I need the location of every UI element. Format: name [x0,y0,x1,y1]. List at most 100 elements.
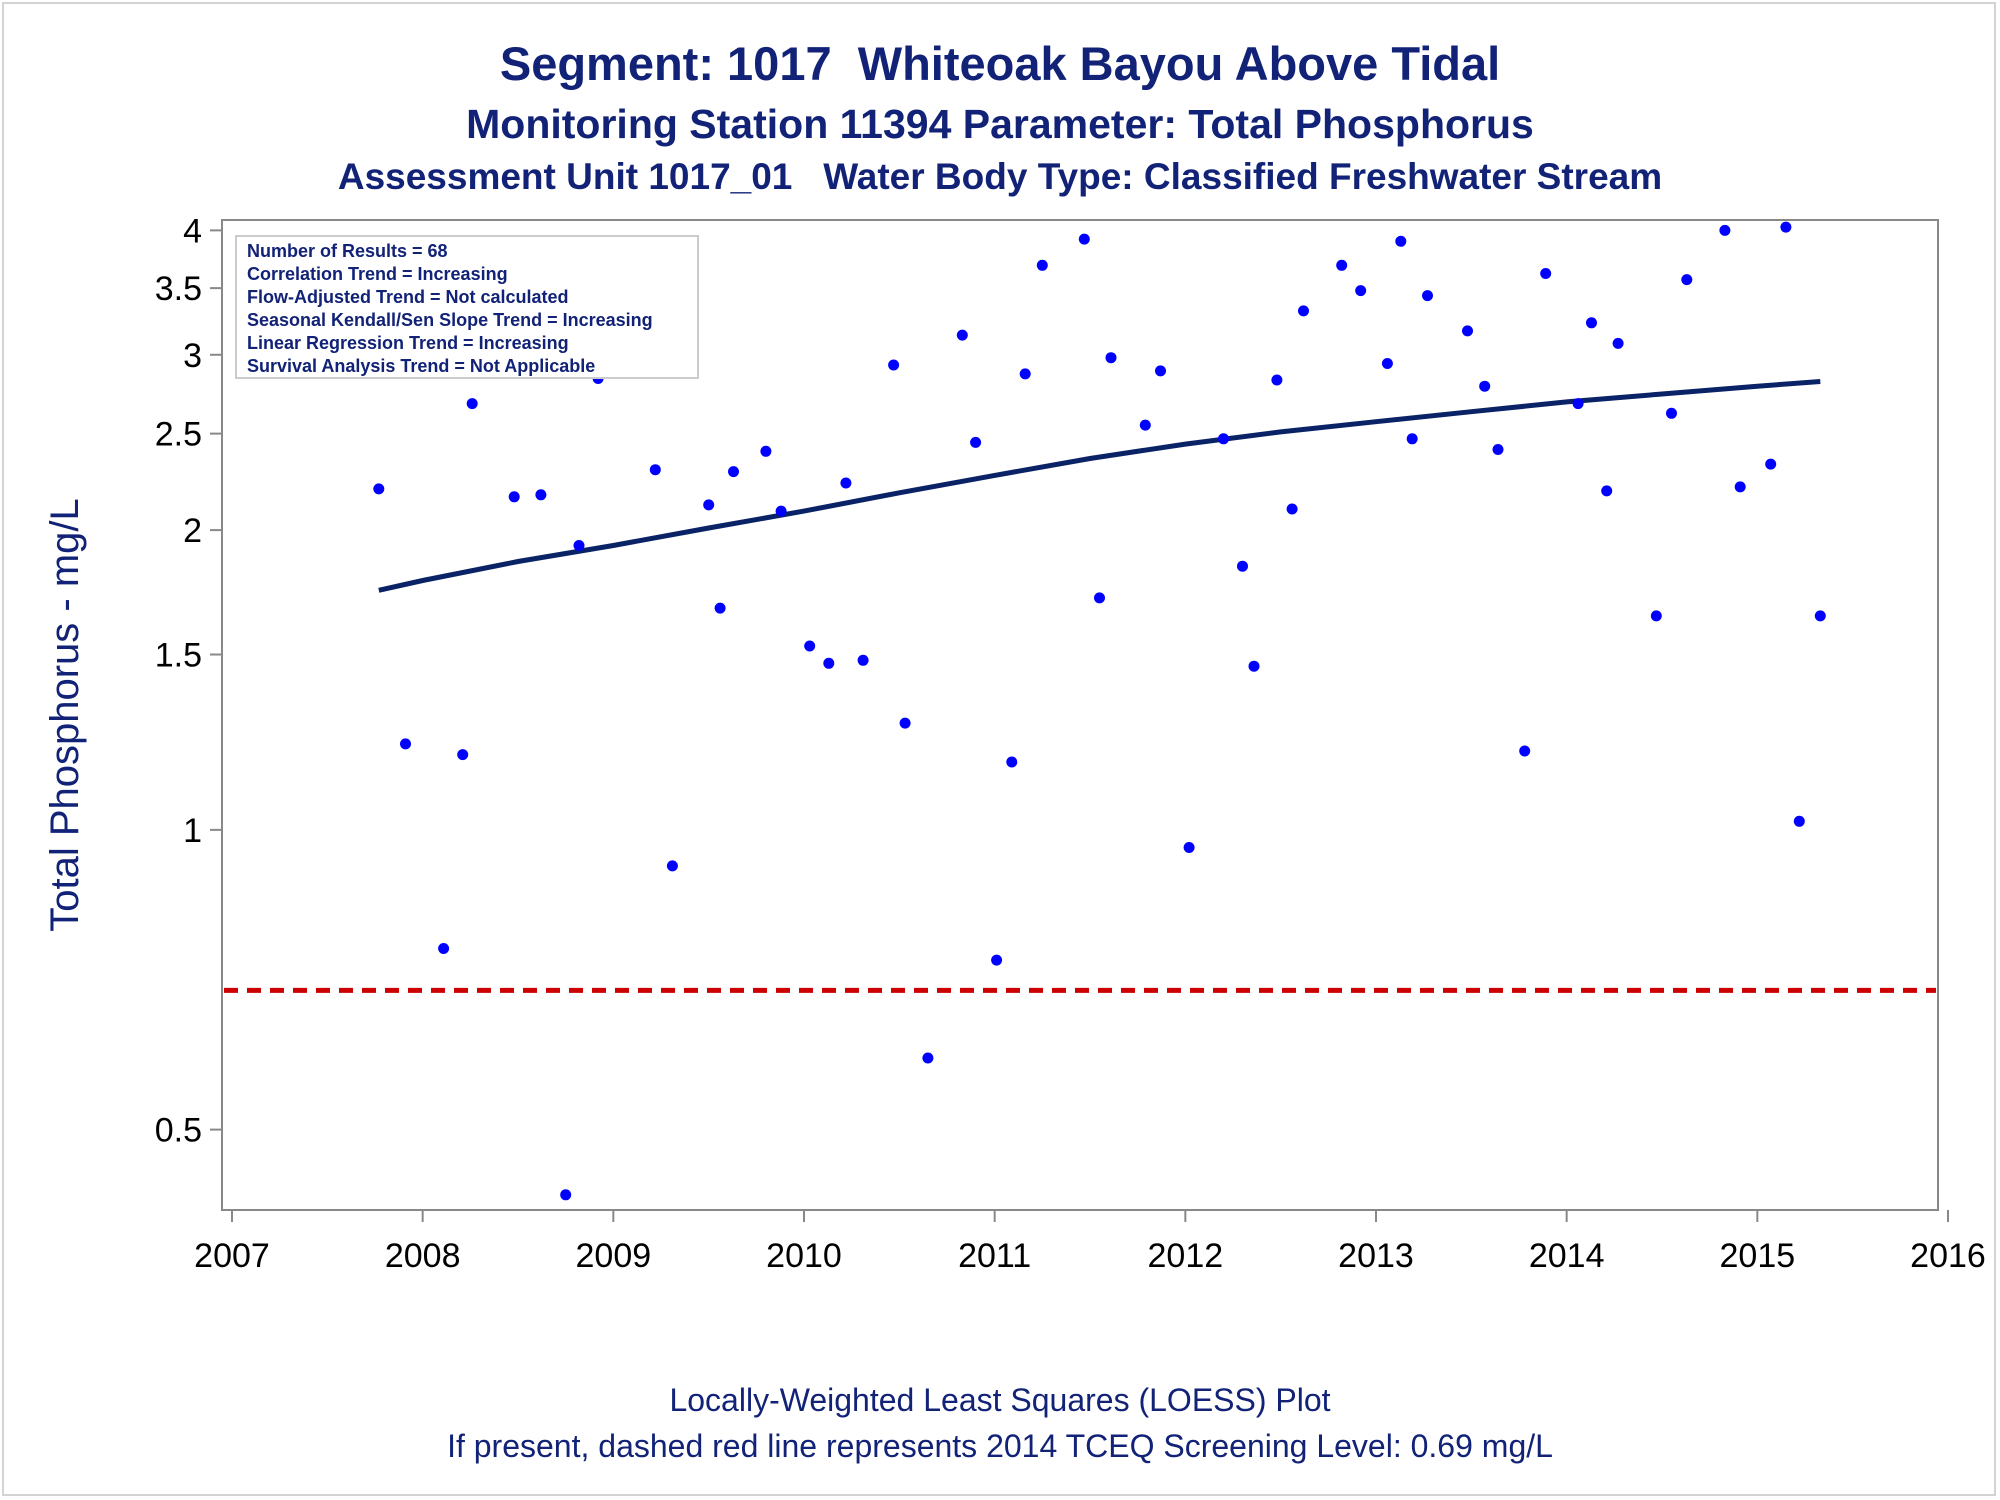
x-tick-label: 2016 [1910,1237,1986,1275]
data-point [956,329,968,341]
data-point [1078,233,1090,245]
data-point [573,540,585,551]
x-tick-label: 2014 [1529,1237,1605,1275]
data-point [1036,259,1048,271]
x-tick-label: 2013 [1338,1237,1414,1275]
data-point [1019,368,1031,380]
stats-inset-line: Correlation Trend = Increasing [247,264,508,284]
data-point [1462,325,1473,337]
data-point [970,436,982,448]
stats-inset-line: Flow-Adjusted Trend = Not calculated [247,287,569,307]
data-point [466,398,478,410]
data-point [1719,224,1731,236]
data-point [1650,610,1662,622]
stats-inset-line: Survival Analysis Trend = Not Applicable [247,356,595,376]
footnote-screening-level: If present, dashed red line represents 2… [447,1428,1553,1464]
stats-inset-line: Linear Regression Trend = Increasing [247,333,569,353]
data-point [1666,407,1677,419]
data-point [1586,317,1597,329]
loess-trend-line [378,379,1821,593]
data-point [1406,433,1418,445]
x-tick-label: 2007 [194,1237,270,1275]
footnote-plot-type: Locally-Weighted Least Squares (LOESS) P… [669,1382,1331,1418]
data-point [1572,398,1584,410]
data-point [666,860,678,872]
chart-subtitle-2: Assessment Unit 1017_01 Water Body Type:… [337,156,1663,197]
y-tick-label: 3 [183,337,202,375]
data-point [804,640,816,652]
plot-area [221,219,1939,1211]
data-point [1006,756,1018,768]
data-point [1492,444,1504,455]
x-tick-label: 2008 [385,1237,461,1275]
stats-inset-line: Number of Results = 68 [247,241,448,261]
y-tick-label: 3.5 [155,270,202,308]
data-point [775,505,787,517]
x-tick-label: 2009 [576,1237,652,1275]
data-point [840,477,852,489]
data-point [438,943,450,954]
y-tick-label: 1.5 [155,637,202,675]
y-axis-label: Total Phosphorus - mg/L [43,498,87,932]
data-point [1237,560,1248,572]
data-point [649,464,661,476]
data-point [1105,352,1117,364]
data-point [373,483,385,495]
stats-inset-box [235,235,699,379]
data-point [922,1052,934,1064]
data-point [508,491,520,503]
data-point [1479,380,1491,392]
data-point [457,749,469,761]
y-tick-label: 4 [183,212,202,250]
data-point [1139,419,1151,431]
data-point [1298,305,1309,317]
data-point [1286,503,1298,515]
chart-subtitle: Monitoring Station 11394 Parameter: Tota… [466,101,1534,147]
data-point [1336,259,1348,271]
data-point [899,717,911,729]
x-tick-label: 2010 [766,1237,842,1275]
x-tick-label: 2011 [958,1237,1031,1275]
data-point [1183,842,1195,853]
chart-title: Segment: 1017 Whiteoak Bayou Above Tidal [499,37,1501,90]
x-tick-label: 2015 [1720,1237,1796,1275]
data-point [1218,433,1229,445]
data-point [703,499,715,511]
data-point [1601,485,1613,497]
data-point [1422,290,1433,302]
data-point [1681,274,1693,286]
data-point [728,466,739,478]
data-point [1381,358,1393,369]
data-point [1519,745,1531,757]
y-tick-label: 2.5 [155,416,202,454]
data-point [1395,235,1407,247]
y-tick-label: 1 [183,812,202,850]
data-point [1540,268,1552,279]
data-point [1765,458,1777,470]
data-point [1248,660,1260,672]
data-point [1814,610,1826,622]
data-point [535,489,547,501]
y-tick-label: 0.5 [155,1112,202,1150]
data-point [991,954,1003,966]
data-point [1271,374,1283,386]
y-tick-label: 2 [183,512,202,550]
data-point [1734,481,1746,493]
data-point [823,657,835,669]
stats-inset: Number of Results = 68 Correlation Trend … [235,235,699,379]
data-point [560,1189,572,1201]
data-point [1780,221,1792,233]
stats-inset-line: Seasonal Kendall/Sen Slope Trend = Incre… [247,310,653,330]
data-point [857,654,869,666]
data-point [1155,365,1166,377]
data-point [1355,285,1367,297]
data-point [714,602,726,614]
data-point [1793,815,1805,827]
data-point [888,359,900,371]
data-point [760,445,772,457]
x-tick-label: 2012 [1148,1237,1224,1275]
data-point [1612,337,1624,349]
data-point [400,738,411,750]
data-point [1094,592,1105,604]
